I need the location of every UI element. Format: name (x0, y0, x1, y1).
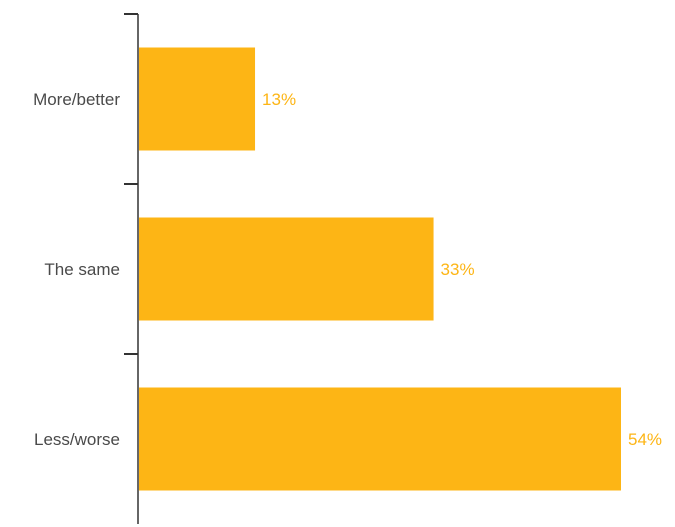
category-label-the-same: The same (44, 260, 120, 279)
value-label-more-better: 13% (262, 90, 296, 109)
category-label-less-worse: Less/worse (34, 430, 120, 449)
bar-more-better (139, 47, 256, 151)
value-label-the-same: 33% (441, 260, 475, 279)
bar-the-same (139, 217, 434, 321)
value-label-less-worse: 54% (628, 430, 662, 449)
value-labels-layer: 13% 33% 54% (262, 90, 662, 449)
bar-less-worse (139, 387, 621, 491)
category-axis (124, 13, 139, 524)
bars-layer (139, 47, 621, 491)
category-label-more-better: More/better (33, 90, 120, 109)
category-labels-layer: More/better The same Less/worse (33, 90, 120, 449)
